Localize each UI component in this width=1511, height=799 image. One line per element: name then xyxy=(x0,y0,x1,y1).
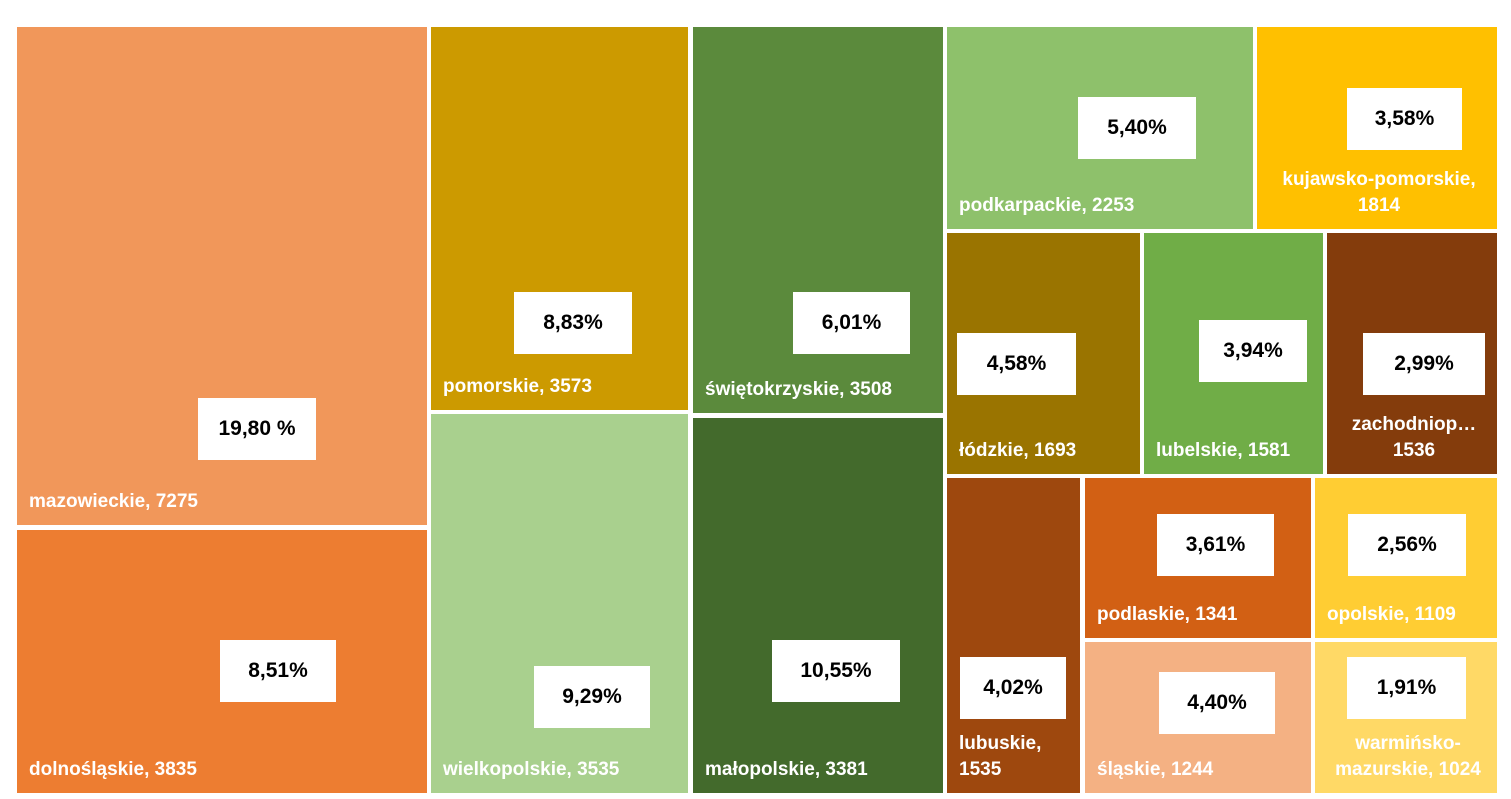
share-label: 8,51% xyxy=(220,640,336,702)
share-label: 2,56% xyxy=(1348,514,1466,576)
share-label: 10,55% xyxy=(772,640,900,702)
tile: małopolskie, 3381 xyxy=(693,418,943,793)
share-label: 3,61% xyxy=(1157,514,1274,576)
tile-label: świętokrzyskie, 3508 xyxy=(705,378,892,400)
tile-label: śląskie, 1244 xyxy=(1097,758,1214,780)
tile-label: mazowieckie, 7275 xyxy=(29,490,198,512)
tile: wielkopolskie, 3535 xyxy=(431,414,688,793)
tile: lubuskie, 1535 xyxy=(947,478,1080,793)
tile-label: warmińsko-mazurskie, 1024 xyxy=(1335,732,1481,780)
share-label: 9,29% xyxy=(534,666,650,728)
tile-label: opolskie, 1109 xyxy=(1327,603,1456,625)
share-label: 5,40% xyxy=(1078,97,1196,159)
share-label: 1,91% xyxy=(1347,657,1466,719)
tile-label: lubuskie, 1535 xyxy=(959,732,1042,780)
tile-label: dolnośląskie, 3835 xyxy=(29,758,197,780)
share-label: 4,02% xyxy=(960,657,1066,719)
share-label: 3,58% xyxy=(1347,88,1462,150)
tile-label: małopolskie, 3381 xyxy=(705,758,868,780)
share-label: 19,80 % xyxy=(198,398,316,460)
share-label: 3,94% xyxy=(1199,320,1307,382)
tile-label: kujawsko-pomorskie, 1814 xyxy=(1282,168,1476,216)
tile-label: wielkopolskie, 3535 xyxy=(443,758,620,780)
share-label: 4,40% xyxy=(1159,672,1275,734)
tile-label: pomorskie, 3573 xyxy=(443,375,592,397)
tile-label: łódzkie, 1693 xyxy=(959,439,1077,461)
tile-label: podkarpackie, 2253 xyxy=(959,194,1135,216)
tile-label: podlaskie, 1341 xyxy=(1097,603,1238,625)
share-label: 2,99% xyxy=(1363,333,1485,395)
share-label: 8,83% xyxy=(514,292,632,354)
share-label: 6,01% xyxy=(793,292,910,354)
tile-label: lubelskie, 1581 xyxy=(1156,439,1291,461)
tile-label: zachodniop… 1536 xyxy=(1351,413,1477,461)
tile: świętokrzyskie, 3508 xyxy=(693,27,943,413)
share-label: 4,58% xyxy=(957,333,1076,395)
